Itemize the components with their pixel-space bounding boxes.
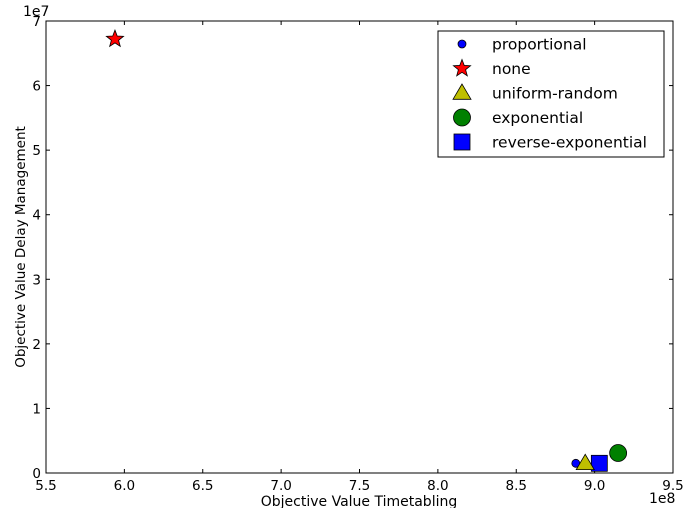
legend-label-proportional: proportional [492, 36, 587, 54]
legend-label-exponential: exponential [492, 109, 583, 127]
y-tick-label: 4 [32, 208, 41, 224]
point-exponential [609, 444, 628, 462]
y-tick-label: 5 [32, 143, 41, 159]
y-tick-label: 3 [32, 272, 41, 288]
x-tick-label: 9.0 [584, 478, 605, 494]
x-tick-label: 8.0 [427, 478, 448, 494]
x-tick-label: 8.5 [506, 478, 527, 494]
x-tick-label: 6.0 [114, 478, 135, 494]
x-axis-label: Objective Value Timetabling [261, 494, 458, 508]
legend-marker-uniform-random [452, 83, 472, 100]
y-axis-ticks: 0 1 2 3 4 5 6 7 [32, 14, 673, 482]
x-axis-multiplier: 1e8 [649, 491, 675, 507]
legend: proportional none uniform-random exponentia… [437, 30, 665, 158]
y-axis-multiplier: 1e7 [23, 4, 49, 20]
data-points [105, 28, 628, 472]
legend-marker-reverse-exponential [453, 133, 471, 151]
x-tick-label: 9.5 [662, 478, 683, 494]
point-uniform-random [575, 453, 595, 471]
legend-label-uniform-random: uniform-random [492, 85, 618, 103]
x-axis-ticks: 5.5 6.0 6.5 7.0 7.5 8.0 8.5 9.0 9.5 [35, 21, 683, 494]
legend-marker-none [452, 58, 472, 77]
point-none [105, 28, 125, 48]
y-tick-label: 6 [32, 79, 41, 95]
x-tick-label: 7.5 [349, 478, 370, 494]
legend-marker-exponential [453, 108, 471, 127]
legend-label-none: none [492, 60, 531, 78]
y-tick-label: 2 [32, 337, 41, 353]
y-tick-label: 7 [32, 14, 41, 30]
y-tick-label: 0 [32, 466, 41, 482]
x-tick-label: 5.5 [35, 478, 56, 494]
y-tick-label: 1 [32, 401, 41, 417]
legend-box [437, 30, 665, 158]
x-tick-label: 6.5 [192, 478, 213, 494]
x-tick-label: 7.0 [270, 478, 291, 494]
point-reverse-exponential [590, 454, 608, 472]
legend-label-reverse-exponential: reverse-exponential [492, 134, 647, 152]
legend-marker-proportional [457, 39, 467, 49]
y-axis-label: Objective Value Delay Management [13, 126, 29, 368]
